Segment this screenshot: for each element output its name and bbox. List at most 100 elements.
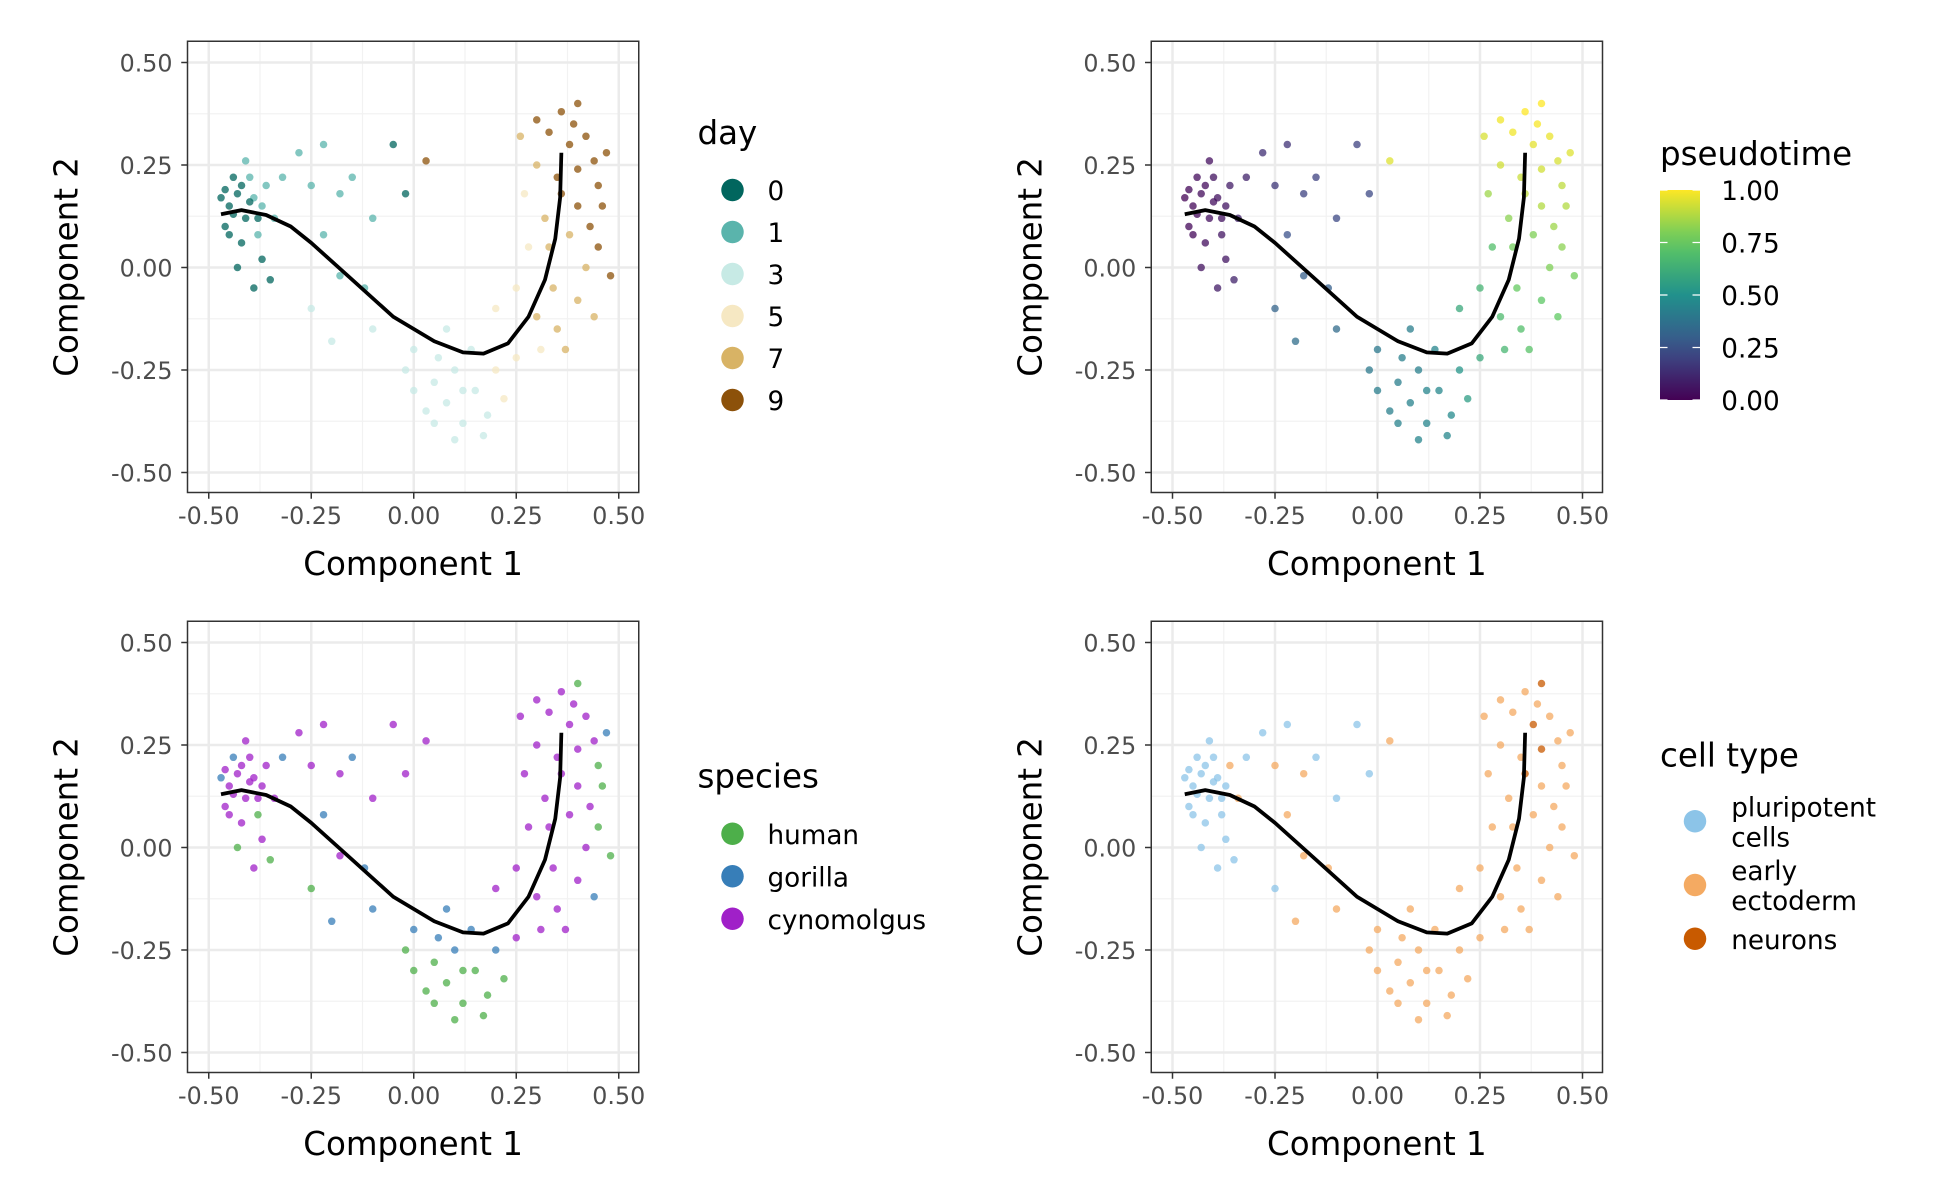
data-point (471, 386, 479, 395)
legend-label: 7 (768, 345, 785, 375)
data-point (520, 189, 529, 198)
data-point (1570, 271, 1579, 280)
data-point (574, 99, 582, 108)
data-point (1545, 712, 1554, 721)
data-point (1394, 378, 1402, 387)
data-point (492, 946, 500, 954)
data-point (1312, 173, 1320, 182)
data-point (524, 243, 533, 251)
data-point (541, 794, 549, 803)
data-point (590, 892, 598, 901)
data-point (241, 794, 250, 803)
data-point (565, 810, 574, 819)
legend-label: pluripotent (1731, 793, 1876, 823)
data-point (1463, 974, 1472, 983)
data-point (606, 271, 615, 280)
data-point (1422, 966, 1431, 975)
data-point (557, 107, 566, 116)
y-tick-label: 0.00 (1083, 834, 1136, 862)
data-point (512, 864, 520, 872)
data-point (1222, 202, 1230, 210)
data-point (1226, 761, 1234, 770)
x-tick-label: 0.50 (1556, 502, 1609, 530)
data-point (1558, 823, 1566, 831)
legend-title: cell type (1660, 736, 1799, 774)
data-point (586, 802, 594, 811)
data-point (1533, 700, 1542, 708)
data-point (1271, 884, 1279, 893)
data-point (1299, 271, 1308, 280)
data-point (266, 856, 274, 864)
data-point (1197, 843, 1205, 852)
data-point (246, 778, 254, 786)
data-point (1398, 933, 1406, 942)
data-point (459, 419, 467, 428)
y-tick-label: 0.50 (120, 629, 173, 657)
data-point (422, 157, 430, 165)
data-point (254, 214, 262, 223)
data-point (1509, 708, 1517, 716)
data-point (1525, 925, 1533, 934)
data-point (569, 700, 578, 708)
data-point (1455, 946, 1464, 954)
data-point (246, 198, 254, 206)
data-point (319, 140, 328, 149)
data-point (1299, 769, 1308, 778)
colorbar-label: 0.00 (1721, 387, 1779, 417)
data-point (1258, 148, 1267, 157)
x-axis-title: Component 1 (303, 1125, 523, 1163)
data-point (1443, 431, 1451, 440)
y-tick-label: 0.50 (1083, 49, 1136, 77)
data-point (1529, 810, 1538, 819)
data-point (516, 132, 525, 141)
x-tick-label: -0.50 (178, 1082, 239, 1110)
data-point (1537, 679, 1546, 688)
y-tick-label: -0.25 (1075, 357, 1136, 385)
data-point (442, 905, 451, 913)
data-point (262, 181, 270, 190)
legend-label: 1 (768, 219, 785, 249)
data-point (569, 120, 578, 128)
data-point (1550, 222, 1558, 231)
data-point (1365, 769, 1374, 778)
data-point (1201, 761, 1210, 770)
data-point (451, 946, 459, 954)
data-point (1566, 728, 1574, 737)
data-point (1181, 774, 1189, 782)
data-point (553, 325, 561, 333)
data-point (221, 802, 229, 811)
x-tick-label: -0.25 (1244, 1082, 1305, 1110)
x-tick-label: 0.00 (387, 502, 440, 530)
data-point (1201, 181, 1210, 190)
data-point (295, 148, 303, 157)
data-point (598, 782, 607, 790)
data-point (229, 173, 238, 182)
data-point (246, 173, 254, 182)
data-point (254, 810, 262, 819)
data-point (1447, 991, 1456, 999)
data-point (401, 769, 410, 778)
data-point (1554, 737, 1562, 745)
data-point (229, 753, 238, 762)
data-point (1496, 741, 1505, 749)
data-point (483, 991, 492, 999)
data-point (225, 202, 233, 210)
data-point (1222, 835, 1230, 844)
x-tick-label: 0.25 (490, 502, 543, 530)
data-point (451, 1015, 459, 1024)
data-point (1230, 276, 1238, 284)
data-point (590, 157, 598, 165)
data-point (606, 851, 615, 860)
legend-key (721, 220, 744, 244)
data-point (1422, 386, 1431, 395)
data-point (582, 132, 590, 141)
y-tick-label: -0.25 (1075, 937, 1136, 965)
x-tick-label: 0.50 (592, 1082, 645, 1110)
data-point (1476, 284, 1484, 292)
data-point (266, 276, 274, 284)
data-point (598, 202, 607, 210)
legend-label: neurons (1731, 926, 1837, 956)
data-point (1525, 345, 1533, 354)
legend-label: ectoderm (1731, 887, 1857, 917)
